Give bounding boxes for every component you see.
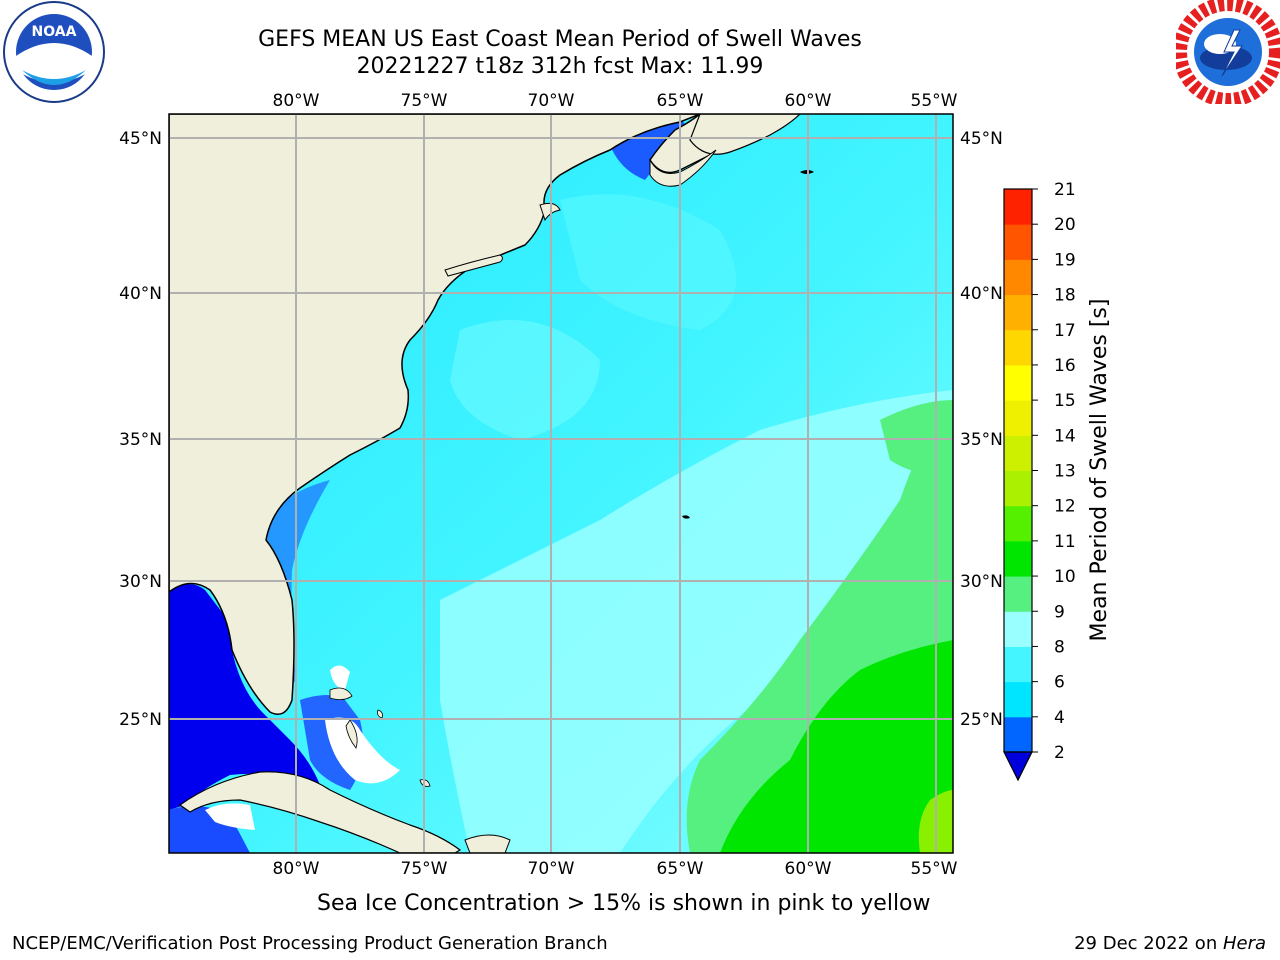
sea-ice-note: Sea Ice Concentration > 15% is shown in … [317,891,931,916]
long-island-land [444,254,503,277]
footer-host: Hera [1222,933,1266,954]
swell-region-9s-north [880,400,953,474]
lat-label-right-30n: 30°N [960,572,1003,592]
hispaniola-land [464,834,511,853]
swell-gulf-under [169,584,320,810]
masked-little-bahama-bank [330,665,350,690]
colorbar-tick-label: 13 [1054,462,1076,482]
colorbar-segment [1004,681,1032,718]
colorbar-tick-label: 21 [1054,180,1076,200]
lat-label-right-40n: 40°N [960,284,1003,304]
map-area [169,114,953,853]
colorbar-segment [1004,435,1032,471]
noaa-logo-icon: NOAA [3,1,105,103]
colorbar-segment [1004,224,1032,260]
colorbar-tick-label: 14 [1054,426,1076,446]
lon-label-top-65w: 65°W [657,91,704,111]
colorbar-segment [1004,576,1032,612]
colorbar-segment [1004,364,1032,401]
lat-label-right-45n: 45°N [960,129,1003,149]
nova-scotia-peninsula [649,149,717,187]
colorbar-segment [1004,189,1032,225]
colorbar-label: Mean Period of Swell Waves [s] [1087,299,1112,642]
colorbar-tick-label: 9 [1054,602,1065,622]
colorbar-tick-label: 18 [1054,286,1076,306]
map-title: GEFS MEAN US East Coast Mean Period of S… [258,27,862,52]
colorbar-segment [1004,400,1032,436]
colorbar-tick-label: 10 [1054,567,1076,587]
colorbar-segment [1004,329,1032,366]
footer-credit: NCEP/EMC/Verification Post Processing Pr… [12,933,608,954]
lon-label-top-60w: 60°W [785,91,832,111]
nws-logo-icon [1176,0,1280,104]
bermuda-island [682,515,690,519]
lon-label-bottom-75w: 75°W [401,859,448,879]
lon-label-bottom-60w: 60°W [785,859,832,879]
colorbar-tick-label: 15 [1054,391,1076,411]
colorbar-tick-label: 17 [1054,321,1076,341]
lon-label-top-80w: 80°W [273,91,320,111]
swell-region-10s [720,640,953,853]
lat-label-left-40n: 40°N [119,284,162,304]
nova-scotia-land [689,114,801,155]
colorbar-segment [1004,294,1032,331]
colorbar-tick-label: 19 [1054,250,1076,270]
swell-bay-of-fundy [610,118,690,180]
lon-label-bottom-80w: 80°W [273,859,320,879]
colorbar-segment [1004,470,1032,507]
lat-label-left-30n: 30°N [119,572,162,592]
bahamas-island-1 [329,687,353,700]
colorbar-segment [1004,505,1032,542]
colorbar-tick-label: 20 [1054,215,1076,235]
lat-label-right-35n: 35°N [960,430,1003,450]
lon-label-top-75w: 75°W [401,91,448,111]
colorbar-tick-label: 2 [1054,743,1065,763]
colorbar: 2 4 6 8 9 10 11 12 13 14 15 16 17 18 19 20 21 [1003,180,1076,782]
lat-label-left-35n: 35°N [119,430,162,450]
swell-band-8s [440,390,953,853]
colorbar-tick-label: 4 [1054,708,1065,728]
swell-patch-6s [560,194,736,330]
masked-shallow-banks [325,717,400,784]
noaa-logo-text: NOAA [32,24,77,40]
swell-patch-6s-south [450,320,600,440]
map-subtitle: 20221227 t18z 312h fcst Max: 11.99 [356,54,764,79]
colorbar-tick-label: 16 [1054,356,1076,376]
map-frame [168,113,954,854]
lon-label-top-70w: 70°W [528,91,575,111]
lon-label-top-55w: 55°W [911,91,958,111]
bahamas-island-2 [345,719,358,749]
footer-date: 29 Dec 2022 on Hera [1074,933,1266,954]
colorbar-segment [1004,259,1032,296]
colorbar-tick-label: 6 [1054,673,1065,693]
masked-cuba-shelf [205,803,255,830]
colorbar-under-extension [1003,751,1033,782]
lon-label-bottom-65w: 65°W [657,859,704,879]
colorbar-segment [1004,716,1032,753]
footer-date-text: 29 Dec 2022 on [1074,933,1223,954]
graticule [169,114,953,853]
cuba-land [178,771,462,853]
colorbar-segment [1004,646,1032,683]
colorbar-tick-label: 12 [1054,497,1076,517]
lon-label-bottom-55w: 55°W [911,859,958,879]
colorbar-segment [1004,540,1032,577]
colorbar-tick-label: 8 [1054,637,1065,657]
colorbar-tick-label: 11 [1054,532,1076,552]
lat-label-left-45n: 45°N [119,129,162,149]
lon-label-bottom-70w: 70°W [528,859,575,879]
lat-label-left-25n: 25°N [119,710,162,730]
lat-label-right-25n: 25°N [960,710,1003,730]
colorbar-segment [1004,611,1032,647]
